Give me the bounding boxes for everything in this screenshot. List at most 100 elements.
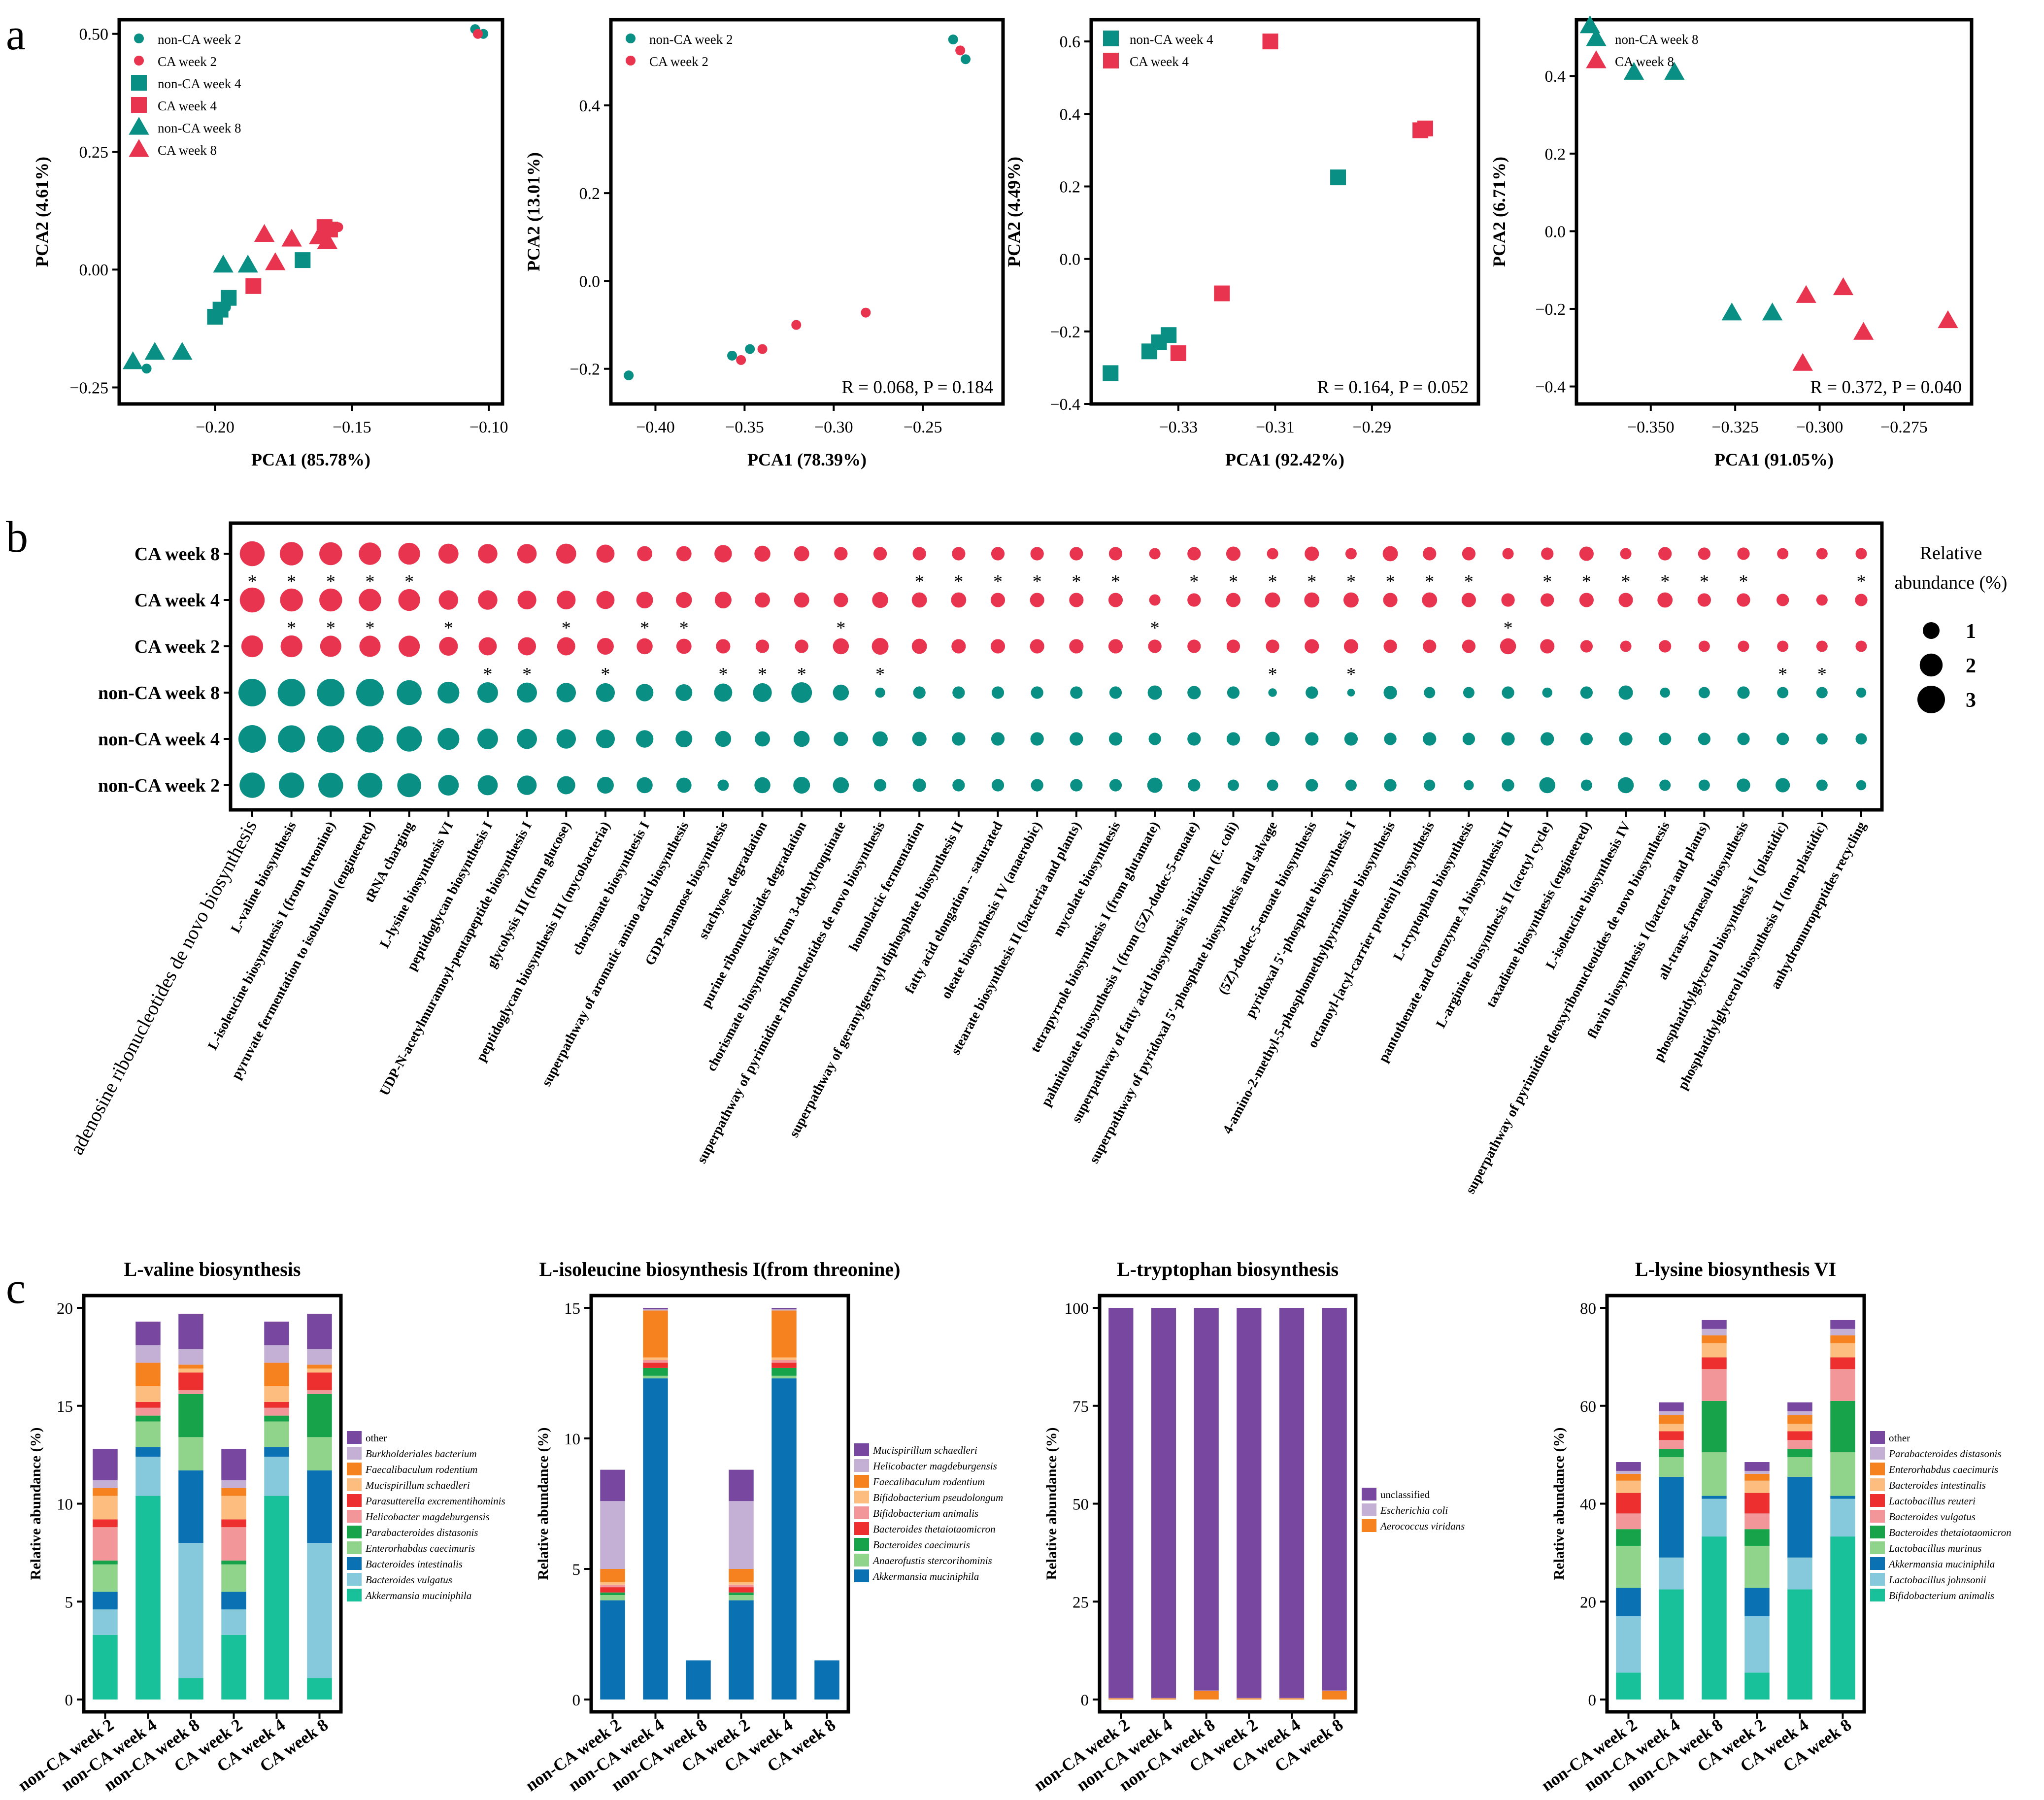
bar-segment [264, 1345, 289, 1363]
bubble [1148, 639, 1162, 653]
bubble [1502, 779, 1514, 792]
bubble [636, 591, 653, 609]
significance-star: * [1778, 664, 1787, 685]
x-axis-label: PCA1 (78.39%) [747, 450, 867, 469]
data-point [624, 370, 634, 381]
bar-segment [178, 1437, 203, 1470]
column-label: UDP-N-acetylmuramoyl-pentapeptide biosyn… [377, 819, 535, 1099]
legend-label: Faecalibaculum rodentium [872, 1476, 985, 1488]
bubble [1306, 779, 1318, 792]
bar-segment [1194, 1691, 1219, 1700]
pca2-frame [609, 18, 1005, 406]
legend-label: Lactobacillus reuteri [1888, 1495, 1976, 1507]
bubble [397, 680, 422, 705]
bar-segment [600, 1569, 625, 1582]
bar-segment [93, 1488, 118, 1496]
significance-star: * [365, 571, 374, 592]
bar-segment [1702, 1496, 1727, 1499]
y-tick-label: −0.25 [69, 379, 108, 398]
legend-marker [1103, 53, 1119, 68]
data-point [1762, 302, 1783, 321]
bubble [278, 772, 304, 798]
y-tick-label: 0 [1081, 1692, 1089, 1709]
bar-segment [178, 1394, 203, 1437]
data-point [322, 221, 338, 237]
bar-segment [135, 1496, 161, 1700]
bubble [676, 777, 692, 793]
legend-swatch [1362, 1519, 1376, 1532]
bar-segment [1616, 1462, 1641, 1471]
bar-segment [1702, 1335, 1727, 1343]
bubble [317, 679, 345, 706]
legend-swatch [1870, 1463, 1885, 1475]
bubble [356, 679, 384, 706]
data-point [1170, 345, 1186, 361]
bubble [1031, 779, 1043, 792]
bubble [1031, 686, 1043, 699]
column-label: pyruvate fermentation to isobutanol (eng… [229, 819, 378, 1082]
bar-segment [1787, 1411, 1812, 1415]
significance-star: * [1268, 571, 1277, 592]
legend-label: Escherichia coli [1380, 1504, 1448, 1516]
bar-segment [1279, 1698, 1305, 1699]
bubble [1698, 733, 1710, 745]
bubble [1659, 640, 1672, 653]
data-point [221, 290, 237, 306]
bar-segment [307, 1394, 332, 1437]
data-point [1262, 33, 1278, 50]
column-label: stachyose degradation [696, 819, 771, 941]
bubble [317, 725, 344, 753]
significance-star: * [248, 571, 257, 592]
bar-segment [221, 1564, 246, 1592]
significance-star: * [1386, 571, 1395, 592]
column-label: superpathway of pyrimidine ribonucleotid… [694, 819, 888, 1166]
bubble [556, 683, 576, 702]
bubble [1580, 640, 1593, 653]
bar-segment [1616, 1470, 1641, 1474]
bubble [755, 731, 770, 747]
legend-size-label: 3 [1966, 689, 1976, 712]
significance-star: * [444, 618, 453, 638]
bar-segment [1744, 1470, 1770, 1474]
bubble [1580, 779, 1592, 791]
y-tick-label: 15 [564, 1300, 580, 1318]
bubble [477, 682, 498, 703]
bar-segment [1194, 1308, 1219, 1691]
bar-segment [1279, 1698, 1305, 1700]
bar-segment [135, 1407, 161, 1416]
bubble [1462, 547, 1476, 561]
legend-label: Lactobacillus murinus [1888, 1542, 1981, 1554]
bubble [1343, 639, 1358, 654]
bar-segment [729, 1569, 754, 1582]
bar-segment [1702, 1400, 1727, 1453]
bubble [1424, 687, 1436, 699]
bubble [1462, 639, 1476, 653]
bubble [1698, 640, 1710, 652]
bar-segment [643, 1375, 668, 1379]
bar-segment [771, 1363, 797, 1368]
y-axis-label: PCA2 (6.71%) [1489, 157, 1509, 267]
bar-segment [600, 1600, 625, 1700]
bar-segment [643, 1360, 668, 1363]
bar-segment [221, 1609, 246, 1635]
bar-segment [1744, 1672, 1770, 1700]
bar-segment [135, 1386, 161, 1402]
legend-label: unclassified [1380, 1489, 1430, 1500]
row-label: non-CA week 4 [98, 729, 220, 750]
bar-segment [643, 1308, 668, 1309]
significance-star: * [640, 618, 649, 638]
bar-segment [1108, 1698, 1134, 1699]
y-tick-label: 15 [57, 1398, 73, 1416]
bar-segment [729, 1501, 754, 1569]
legend-label: Akkermansia muciniphila [872, 1570, 979, 1582]
pca3-chart: −0.33 −0.31 −0.29 −0.4 −0.2 0.0 0.2 0.4 0.6 PCA1 … [1004, 18, 1480, 469]
bar-segment [178, 1390, 203, 1394]
legend-label: other [366, 1432, 387, 1444]
bubble [912, 732, 927, 746]
bubble [1737, 593, 1750, 607]
bubble [1030, 732, 1044, 746]
bubble [1188, 779, 1201, 792]
legend-swatch [1870, 1478, 1885, 1491]
bubble [478, 590, 498, 610]
bubble [1030, 547, 1044, 561]
